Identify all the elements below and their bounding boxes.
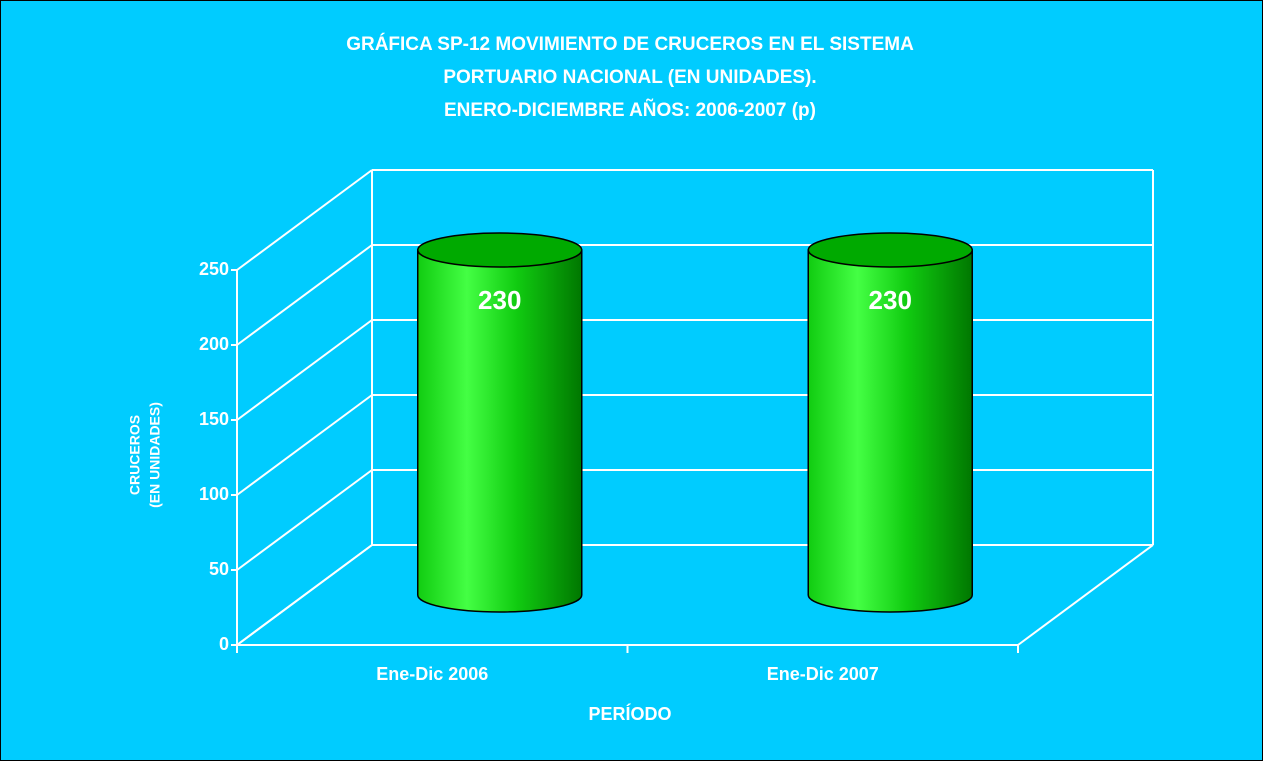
floor-edge	[1017, 544, 1154, 646]
grid-line	[236, 244, 373, 346]
cylinder-body	[807, 249, 974, 613]
chart-title: PORTUARIO NACIONAL (EN UNIDADES).	[443, 67, 816, 88]
grid-line	[236, 544, 373, 646]
chart-title: ENERO-DICIEMBRE AÑOS: 2006-2007 (p)	[444, 99, 816, 121]
grid-line	[236, 469, 373, 571]
y-tick-label: 200	[199, 334, 229, 354]
value-label: 230	[478, 285, 521, 315]
y-axis-label: CRUCEROS	[127, 415, 143, 495]
x-tick-label: Ene-Dic 2006	[376, 664, 488, 684]
grid-line	[236, 394, 373, 496]
y-tick-label: 100	[199, 484, 229, 504]
cylinder-body	[416, 249, 583, 613]
chart-title: GRÁFICA SP-12 MOVIMIENTO DE CRUCEROS EN …	[346, 33, 914, 55]
y-tick-label: 250	[199, 259, 229, 279]
y-tick-label: 0	[219, 634, 229, 654]
cylinder-top	[416, 232, 583, 268]
cylinder-top	[807, 232, 974, 268]
x-tick-label: Ene-Dic 2007	[767, 664, 879, 684]
grid-line	[236, 319, 373, 421]
y-tick-label: 50	[209, 559, 229, 579]
value-label: 230	[869, 285, 912, 315]
grid-line	[236, 169, 373, 271]
x-axis-label: PERÍODO	[588, 703, 671, 724]
y-axis-label: (EN UNIDADES)	[147, 402, 163, 508]
y-tick-label: 150	[199, 409, 229, 429]
